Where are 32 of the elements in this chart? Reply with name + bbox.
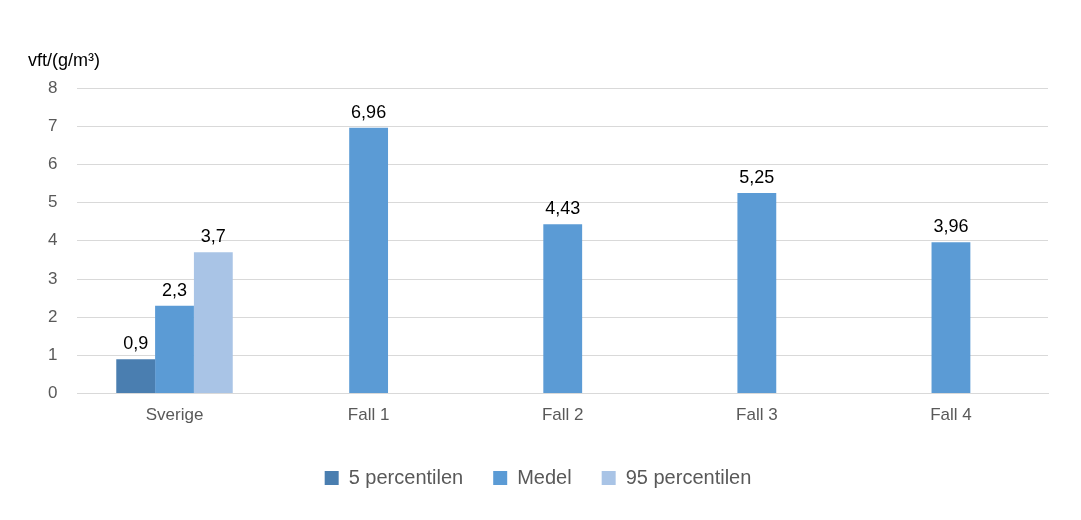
bar <box>931 242 971 394</box>
legend-label: 5 percentilen <box>348 465 464 488</box>
y-tick-label: 3 <box>47 268 58 288</box>
y-tick-label: 0 <box>47 383 58 403</box>
x-tick-label: Fall 2 <box>541 405 584 425</box>
bar <box>155 305 194 394</box>
x-tick-label: Fall 1 <box>347 405 390 425</box>
bar <box>737 193 777 394</box>
data-label: 6,96 <box>351 101 387 122</box>
bar <box>193 252 233 394</box>
data-label: 0,9 <box>123 333 149 354</box>
data-label: 3,7 <box>200 226 226 247</box>
y-tick-label: 6 <box>47 154 58 174</box>
data-label: 5,25 <box>739 167 775 188</box>
y-axis-title: vft/(g/m³) <box>28 49 100 70</box>
x-tick-label: Fall 4 <box>930 405 972 425</box>
bar <box>349 127 389 394</box>
legend-label: 95 percentilen <box>625 465 752 488</box>
y-tick-label: 1 <box>47 345 58 365</box>
bar <box>116 359 156 394</box>
data-label: 4,43 <box>545 198 581 219</box>
x-tick-label: Fall 3 <box>736 405 778 425</box>
y-tick-label: 5 <box>47 192 58 212</box>
y-tick-label: 7 <box>47 115 58 135</box>
y-tick-label: 2 <box>47 306 58 326</box>
y-tick-label: 4 <box>47 230 58 250</box>
data-label: 3,96 <box>933 216 969 237</box>
legend-label: Medel <box>517 465 572 488</box>
x-tick-label: Sverige <box>145 405 204 425</box>
data-label: 2,3 <box>161 279 188 300</box>
y-tick-label: 8 <box>47 77 58 97</box>
bar <box>543 224 583 394</box>
